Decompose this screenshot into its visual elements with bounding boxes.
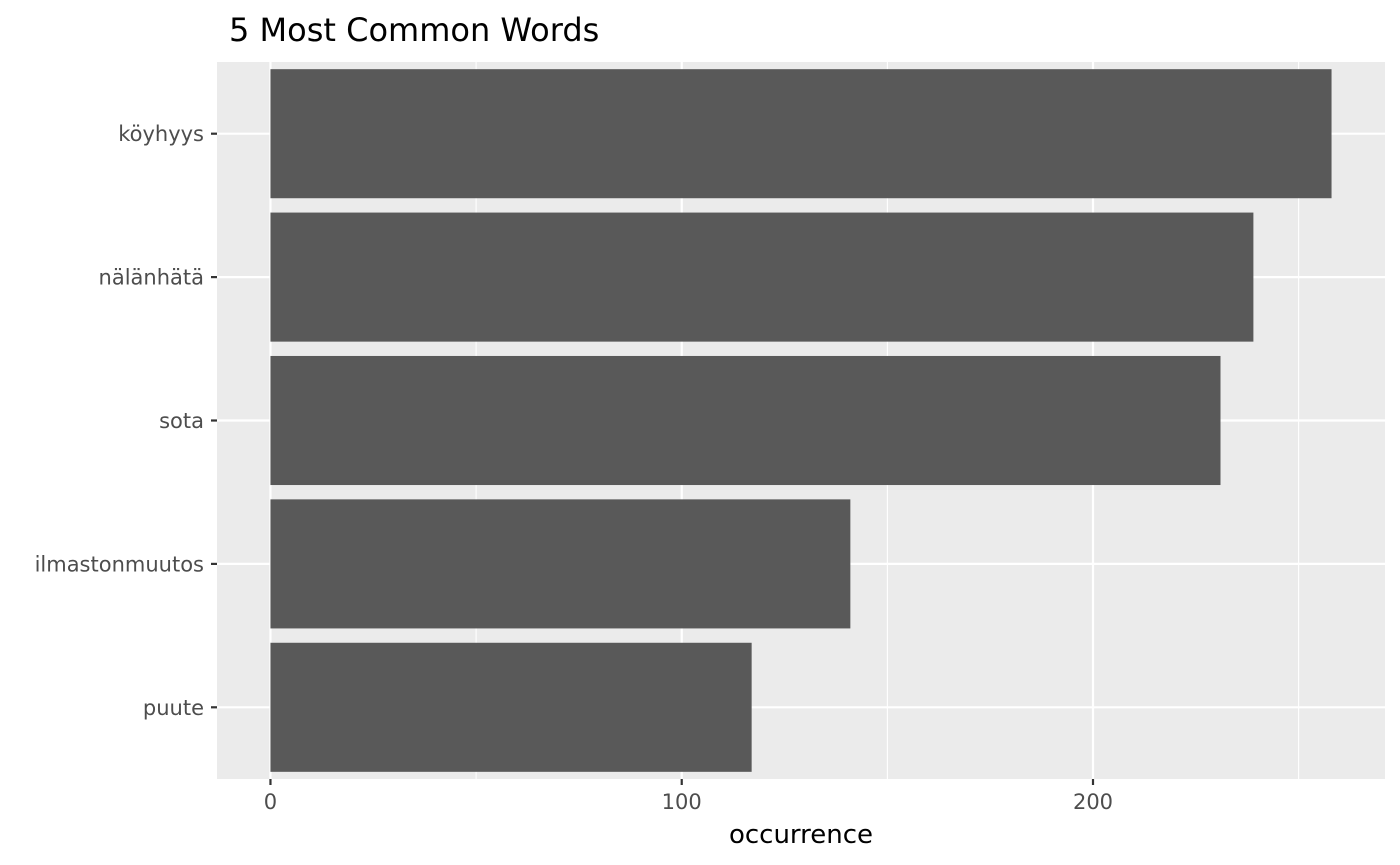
bar: [270, 642, 752, 772]
y-tick-label: ilmastonmuutos: [35, 552, 204, 576]
bars: [270, 69, 1332, 772]
bar: [270, 499, 851, 629]
y-tick-label: nälänhätä: [99, 266, 204, 290]
bar: [270, 355, 1221, 486]
x-axis: 0 100 200: [264, 779, 1113, 814]
x-tick-label: 100: [662, 790, 702, 814]
y-tick-label: sota: [159, 409, 204, 433]
chart-title: 5 Most Common Words: [229, 11, 599, 49]
x-tick-label: 0: [264, 790, 277, 814]
x-tick-label: 200: [1073, 790, 1113, 814]
y-tick-label: puute: [143, 696, 204, 720]
bar: [270, 69, 1332, 199]
y-axis: köyhyys nälänhätä sota ilmastonmuutos puute: [35, 122, 217, 720]
x-axis-title: occurrence: [729, 820, 873, 850]
bar: [270, 212, 1254, 342]
y-tick-label: köyhyys: [118, 122, 204, 146]
